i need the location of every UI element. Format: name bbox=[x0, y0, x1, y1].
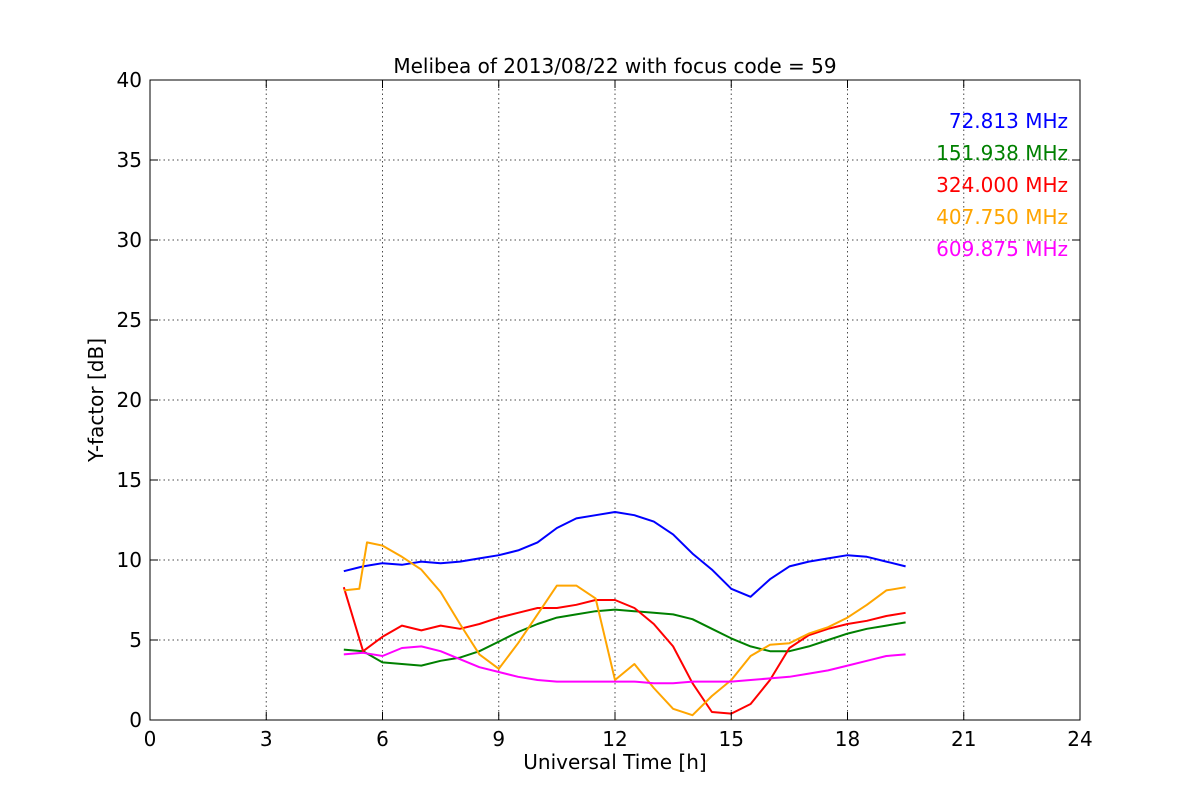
x-tick-label: 12 bbox=[602, 727, 627, 751]
series-line-1 bbox=[343, 511, 906, 598]
x-tick-label: 9 bbox=[492, 727, 505, 751]
legend-entry-3: 324.000 MHz bbox=[936, 173, 1068, 197]
legend: 72.813 MHz 151.938 MHz 324.000 MHz 407.750 … bbox=[936, 109, 1068, 261]
chart-title: Melibea of 2013/08/22 with focus code = … bbox=[393, 54, 836, 78]
y-tick-label: 10 bbox=[117, 548, 142, 572]
y-tick-label: 40 bbox=[117, 68, 142, 92]
x-tick-label: 24 bbox=[1067, 727, 1092, 751]
series-line-4 bbox=[343, 541, 906, 717]
y-axis-label: Y-factor [dB] bbox=[84, 338, 108, 463]
y-tick-label: 5 bbox=[129, 628, 142, 652]
y-tick-label: 35 bbox=[117, 148, 142, 172]
y-tick-label: 30 bbox=[117, 228, 142, 252]
y-tick-label: 25 bbox=[117, 308, 142, 332]
axis-ticks: 0 3 6 9 12 15 18 21 24 0 5 10 15 20 25 30 35 40 bbox=[117, 68, 1093, 751]
x-tick-label: 18 bbox=[835, 727, 860, 751]
series-line-2 bbox=[343, 608, 906, 667]
x-axis-label: Universal Time [h] bbox=[523, 750, 706, 774]
legend-entry-4: 407.750 MHz bbox=[936, 205, 1068, 229]
y-tick-label: 0 bbox=[129, 708, 142, 732]
x-tick-label: 0 bbox=[144, 727, 157, 751]
legend-entry-5: 609.875 MHz bbox=[936, 237, 1068, 261]
x-tick-label: 15 bbox=[719, 727, 744, 751]
y-tick-label: 20 bbox=[117, 388, 142, 412]
series-line-5 bbox=[343, 645, 906, 685]
legend-entry-2: 151.938 MHz bbox=[936, 141, 1068, 165]
legend-entry-1: 72.813 MHz bbox=[949, 109, 1068, 133]
y-tick-label: 15 bbox=[117, 468, 142, 492]
x-tick-label: 21 bbox=[951, 727, 976, 751]
series-line-3 bbox=[342, 586, 906, 715]
x-tick-label: 3 bbox=[260, 727, 273, 751]
x-tick-label: 6 bbox=[376, 727, 389, 751]
plot-lines bbox=[342, 511, 906, 717]
